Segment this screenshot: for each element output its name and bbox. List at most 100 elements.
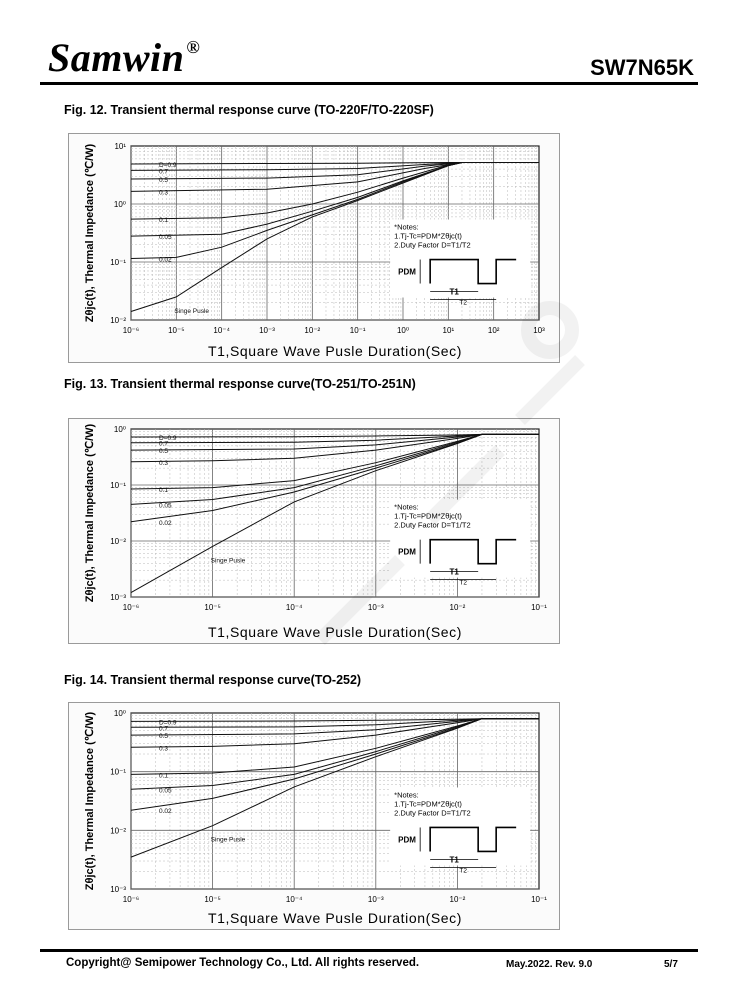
part-number: SW7N65K [590, 55, 694, 80]
x-tick-label: 10⁻¹ [350, 326, 366, 335]
x-tick-label: 10⁻⁶ [123, 326, 139, 335]
t2-label: T2 [459, 580, 467, 587]
y-tick-label: 10⁻² [110, 316, 126, 325]
notes-block: *Notes:1.Tj-Tc=PDM*Zθjc(t)2.Duty Factor … [390, 219, 531, 256]
t1-label: T1 [449, 568, 459, 577]
footer-rule [40, 949, 698, 952]
y-tick-label: 10⁻³ [110, 593, 126, 602]
t1-label: T1 [449, 288, 459, 297]
x-axis-label: T1,Square Wave Pusle Duration(Sec) [208, 343, 462, 359]
t1-label: T1 [449, 855, 459, 864]
brand-name: Samwin [48, 35, 185, 80]
series-line [130, 162, 539, 312]
x-tick-label: 10² [488, 326, 500, 335]
y-tick-label: 10⁻² [110, 537, 126, 546]
series-label: Singe Pusle [211, 837, 246, 844]
series-label: 0.02 [159, 256, 172, 263]
x-tick-label: 10⁻¹ [531, 895, 547, 904]
series-label: 0.5 [159, 177, 168, 184]
x-tick-label: 10⁻² [450, 603, 466, 612]
t2-label: T2 [459, 867, 467, 874]
series-label: 0.7 [159, 168, 168, 175]
series-label: 0.05 [159, 502, 172, 509]
x-tick-label: 10⁻³ [368, 603, 384, 612]
figure-13-title: Fig. 13. Transient thermal response curv… [64, 377, 416, 391]
y-tick-label: 10⁻¹ [110, 258, 126, 267]
y-tick-label: 10⁻² [110, 826, 126, 835]
notes-block: *Notes:1.Tj-Tc=PDM*Zθjc(t)2.Duty Factor … [390, 787, 531, 824]
series-label: 0.1 [159, 487, 168, 494]
x-tick-label: 10⁰ [397, 326, 409, 335]
series-label: 0.05 [159, 787, 172, 794]
figure-12-title: Fig. 12. Transient thermal response curv… [64, 103, 434, 117]
notes-line: *Notes: [394, 503, 419, 512]
y-tick-label: 10⁰ [114, 709, 126, 718]
header-rule [40, 82, 698, 85]
chart-svg: 10⁻⁶ 10⁻⁵ 10⁻⁴ 10⁻³ 10⁻² 10⁻¹ 10⁻³ 10⁻² 10⁻¹ 10⁰ T… [84, 709, 547, 926]
y-tick-label: 10⁰ [114, 200, 126, 209]
y-tick-label: 10⁻¹ [110, 768, 126, 777]
registered-mark: ® [186, 36, 201, 57]
series-label: 0.02 [159, 520, 172, 527]
y-axis-label: Zθjc(t), Thermal Impedance (℃/W) [84, 711, 96, 890]
notes-block: *Notes:1.Tj-Tc=PDM*Zθjc(t)2.Duty Factor … [390, 499, 531, 536]
series-label: Singe Pusle [174, 308, 209, 315]
figure-14-chart: 10⁻⁶ 10⁻⁵ 10⁻⁴ 10⁻³ 10⁻² 10⁻¹ 10⁻³ 10⁻² 10⁻¹ 10⁰ T… [68, 702, 560, 930]
series-label: D=0.9 [159, 719, 177, 726]
x-tick-label: 10⁻² [450, 895, 466, 904]
notes-line: *Notes: [394, 223, 419, 232]
footer-page-number: 5/7 [664, 959, 678, 970]
notes-line: 1.Tj-Tc=PDM*Zθjc(t) [394, 232, 462, 241]
x-axis-label: T1,Square Wave Pusle Duration(Sec) [208, 624, 462, 640]
series-label: 0.7 [159, 441, 168, 448]
brand-logo: Samwin ® [48, 38, 200, 78]
x-tick-label: 10⁻² [304, 326, 320, 335]
x-tick-label: 10⁻⁶ [123, 603, 139, 612]
x-tick-label: 10⁻⁴ [213, 326, 230, 335]
series-label: 0.7 [159, 725, 168, 732]
notes-line: 2.Duty Factor D=T1/T2 [394, 808, 470, 817]
x-tick-label: 10⁻⁴ [286, 603, 303, 612]
series-label: 0.1 [159, 772, 168, 779]
series-label: 0.3 [159, 745, 168, 752]
figure-12-chart: 10⁻⁶ 10⁻⁵ 10⁻⁴ 10⁻³ 10⁻² 10⁻¹ 10⁰ 10¹ 10² 10³ 10⁻²… [68, 133, 560, 363]
chart-svg: 10⁻⁶ 10⁻⁵ 10⁻⁴ 10⁻³ 10⁻² 10⁻¹ 10⁰ 10¹ 10² 10³ 10⁻²… [84, 142, 545, 359]
series-line [130, 433, 539, 594]
x-tick-label: 10⁻³ [368, 895, 384, 904]
pdm-label: PDM [398, 548, 416, 557]
x-tick-label: 10⁻⁵ [168, 326, 184, 335]
x-tick-label: 10⁻³ [259, 326, 275, 335]
chart-svg: 10⁻⁶ 10⁻⁵ 10⁻⁴ 10⁻³ 10⁻² 10⁻¹ 10⁻³ 10⁻² 10⁻¹ 10⁰ T… [84, 423, 547, 640]
notes-line: 1.Tj-Tc=PDM*Zθjc(t) [394, 799, 462, 808]
x-tick-label: 10⁻⁵ [204, 603, 220, 612]
x-tick-label: 10⁻⁶ [123, 895, 139, 904]
x-tick-label: 10¹ [443, 326, 455, 335]
series-label: 0.5 [159, 448, 168, 455]
series-label: 0.1 [159, 217, 168, 224]
y-tick-label: 10⁰ [114, 425, 126, 434]
y-tick-label: 10⁻¹ [110, 481, 126, 490]
x-axis-label: T1,Square Wave Pusle Duration(Sec) [208, 910, 462, 926]
series-label: D=0.9 [159, 435, 177, 442]
y-tick-label: 10⁻³ [110, 885, 126, 894]
series-label: 0.5 [159, 733, 168, 740]
pdm-label: PDM [398, 835, 416, 844]
series-label: 0.3 [159, 189, 168, 196]
notes-line: 2.Duty Factor D=T1/T2 [394, 521, 470, 530]
notes-line: 2.Duty Factor D=T1/T2 [394, 241, 470, 250]
notes-line: 1.Tj-Tc=PDM*Zθjc(t) [394, 512, 462, 521]
notes-line: *Notes: [394, 790, 419, 799]
footer-date-revision: May.2022. Rev. 9.0 [506, 959, 593, 970]
series-label: 0.3 [159, 460, 168, 467]
y-axis-label: Zθjc(t), Thermal Impedance (℃/W) [84, 423, 96, 602]
series-label: D=0.9 [159, 162, 177, 169]
series-line [130, 718, 539, 858]
footer-copyright: Copyright@ Semipower Technology Co., Ltd… [66, 957, 420, 969]
series-label: Singe Pusle [211, 557, 246, 564]
series-label: 0.05 [159, 234, 172, 241]
y-tick-label: 10¹ [114, 142, 126, 151]
figure-13-chart: 10⁻⁶ 10⁻⁵ 10⁻⁴ 10⁻³ 10⁻² 10⁻¹ 10⁻³ 10⁻² 10⁻¹ 10⁰ T… [68, 418, 560, 644]
pdm-label: PDM [398, 268, 416, 277]
